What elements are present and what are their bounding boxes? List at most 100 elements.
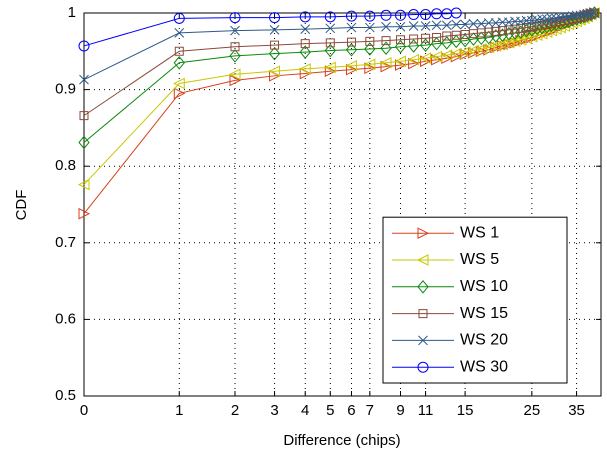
marker [173,87,186,100]
marker [451,30,461,40]
marker [364,62,376,74]
x-tick-label: 3 [270,402,278,419]
marker [173,56,185,70]
x-tick-label: 7 [366,402,374,419]
plot-frame [83,12,602,397]
marker [530,29,543,42]
x-tick-label: 6 [347,402,355,419]
marker [299,11,311,23]
marker [230,42,240,52]
marker [441,20,452,31]
marker [229,49,241,63]
marker [503,26,515,41]
marker [407,53,420,66]
marker [230,25,240,36]
marker [394,55,407,68]
legend-label: WS 10 [460,278,508,295]
marker [514,34,527,46]
marker [420,21,431,31]
marker [468,18,479,29]
marker [563,11,574,22]
marker [484,27,494,37]
marker [345,63,358,76]
marker [441,36,453,50]
marker [229,74,242,87]
x-tick-label: 35 [568,402,585,419]
marker [395,59,407,71]
marker [345,60,357,72]
legend-marker [417,227,430,240]
y-tick-label: 0.9 [55,81,76,98]
y-tick-label: 0.8 [55,157,76,174]
marker [537,14,547,24]
marker [520,23,533,38]
marker [407,39,420,53]
marker [408,57,420,70]
series-line [83,12,457,47]
marker [79,111,89,121]
marker [432,33,442,43]
marker [324,65,337,78]
x-tick-label: 4 [301,402,309,419]
marker [380,60,393,73]
marker [526,23,538,37]
x-tick-label: 5 [326,402,334,419]
marker [460,29,470,39]
marker [229,12,241,24]
marker [299,45,311,59]
marker [430,50,443,63]
marker [174,46,184,56]
y-tick-label: 0.6 [55,310,76,327]
marker [346,22,357,33]
legend: WS 1 WS 5 WS 10 WS 15 WS 20 WS 30 [382,216,568,384]
marker [476,28,486,38]
marker [510,24,520,34]
marker [537,20,547,30]
marker [381,36,391,46]
x-axis-label: Difference (chips) [283,432,400,449]
marker [299,63,311,75]
marker [364,42,376,56]
marker [345,10,357,22]
marker [228,68,241,81]
marker [364,22,375,33]
marker [381,21,391,32]
x-tick-label: 15 [457,402,474,419]
marker [300,24,311,34]
marker [515,25,527,39]
marker [268,65,281,78]
marker [483,18,494,28]
marker [269,24,280,35]
marker [394,39,407,54]
marker [458,46,471,58]
marker [442,31,452,41]
marker [419,38,432,52]
marker [535,27,548,40]
legend-marker [417,361,429,373]
marker [540,26,553,38]
marker [380,9,392,21]
legend-marker [418,309,428,319]
marker [559,11,570,22]
marker [546,13,557,24]
marker [555,12,566,23]
x-tick-label: 0 [80,402,88,419]
marker [525,30,538,43]
marker [589,8,600,18]
legend-label: WS 15 [460,305,508,322]
marker [520,32,532,45]
marker [77,178,90,191]
marker [363,58,376,71]
marker [450,7,462,19]
marker [325,23,336,34]
legend-marker [417,280,429,294]
marker [496,28,509,42]
legend-label: WS 1 [460,224,499,241]
marker [545,18,558,33]
marker [468,29,478,39]
y-axis-label: CDF [13,190,30,221]
marker [324,43,336,58]
y-tick-label: 0.7 [55,234,76,251]
y-tick-label: 1 [68,4,76,21]
